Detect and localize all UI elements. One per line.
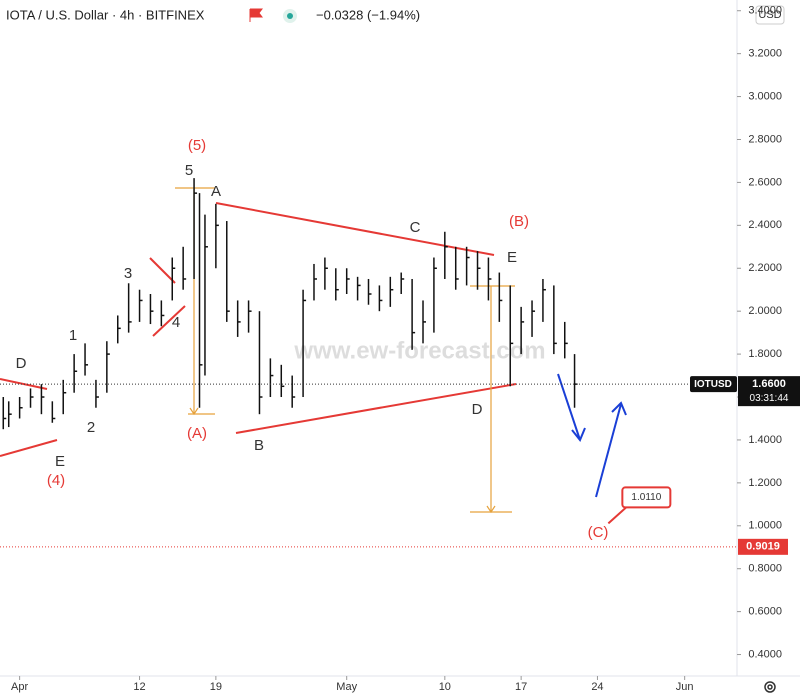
target-pointer [607, 504, 630, 525]
wave-label: 5 [185, 162, 193, 179]
wave-label: (4) [47, 472, 65, 489]
wave-label: E [55, 453, 65, 470]
wave-label: (B) [509, 213, 529, 230]
y-tick-label: 2.6000 [748, 176, 782, 188]
x-tick-label: 10 [439, 681, 451, 693]
wave-label: (C) [588, 524, 609, 541]
price-label: 1.6600 [752, 378, 786, 390]
y-tick-label: 3.0000 [748, 90, 782, 102]
y-tick-label: 1.2000 [748, 477, 782, 489]
countdown: 03:31:44 [750, 393, 789, 404]
x-tick-label: May [336, 681, 357, 693]
symbol-tag [690, 376, 737, 393]
flag-icon[interactable] [249, 8, 263, 22]
y-tick-label: 2.4000 [748, 219, 782, 231]
level-label: 0.9019 [746, 541, 780, 553]
symbol-label: IOTUSD [694, 379, 732, 390]
watermark: www.ew-forecast.com [293, 337, 545, 364]
wave-label: 1 [69, 327, 77, 344]
settings-icon[interactable] [764, 681, 776, 693]
wave-label: 2 [87, 419, 95, 436]
wave-label: E [507, 249, 517, 266]
wave-label: 3 [124, 265, 132, 282]
y-tick-label: 3.4000 [748, 5, 782, 17]
wave-label: A [211, 183, 221, 200]
y-tick-label: 2.2000 [748, 262, 782, 274]
x-tick-label: Apr [11, 681, 28, 693]
x-tick-label: 24 [591, 681, 603, 693]
wave-label: D [16, 355, 27, 372]
currency: USD [758, 9, 781, 21]
wave-label: 4 [172, 314, 180, 331]
wave-label: D [472, 401, 483, 418]
y-tick-label: 0.8000 [748, 563, 782, 575]
y-tick-label: 0.4000 [748, 648, 782, 660]
wave-label: (5) [188, 137, 206, 154]
wave-label: (A) [187, 425, 207, 442]
wave-labels: (5) 5 A C (B) E D 1 3 4 2 E (4) (A) B D … [16, 137, 609, 541]
chart-title: IOTA / U.S. Dollar · 4h · BITFINEX [6, 7, 205, 22]
y-tick-label: 3.2000 [748, 48, 782, 60]
wave-label: B [254, 437, 264, 454]
y-tick-label: 2.8000 [748, 133, 782, 145]
target-box [621, 486, 672, 509]
header: IOTA / U.S. Dollar · 4h · BITFINEX −0.03… [6, 7, 420, 23]
price-tag [738, 376, 800, 407]
x-tick-label: 12 [133, 681, 145, 693]
plot: 1.0110 [0, 178, 737, 548]
wave-label: C [410, 219, 421, 236]
x-tick-label: 19 [210, 681, 222, 693]
x-tick-label: Jun [676, 681, 694, 693]
target-label: 1.0110 [631, 492, 661, 503]
y-tick-label: 2.0000 [748, 305, 782, 317]
status-dot [287, 13, 293, 19]
level-tag [738, 538, 788, 555]
y-tick-label: 1.8000 [748, 348, 782, 360]
y-tick-label: 1.0000 [748, 520, 782, 532]
x-tick-label: 17 [515, 681, 527, 693]
currency-box[interactable] [755, 5, 785, 25]
price-change: −0.0328 (−1.94%) [316, 7, 420, 22]
y-tick-label: 0.6000 [748, 606, 782, 618]
y-tick-label: 1.4000 [748, 434, 782, 446]
